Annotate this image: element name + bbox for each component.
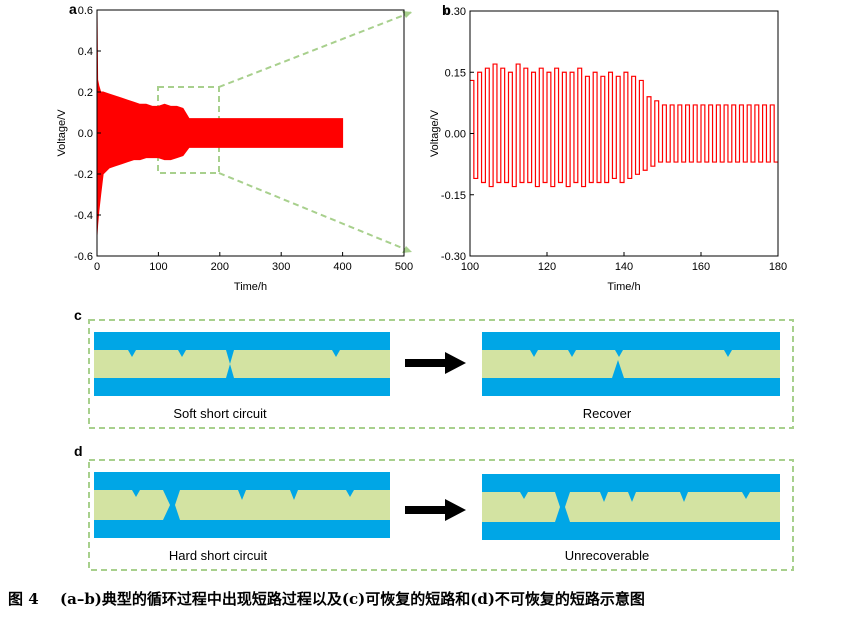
x-tick-label: 160: [692, 261, 710, 273]
y-tick-label: -0.4: [74, 210, 93, 222]
panel-frame: [88, 459, 794, 571]
x-tick-label: 100: [461, 261, 479, 273]
x-tick-label: 0: [94, 261, 100, 273]
x-tick-label: 180: [769, 261, 787, 273]
separator: [175, 490, 390, 520]
zoom-line: [218, 172, 413, 253]
y-axis-label: Voltage/V: [56, 109, 68, 157]
voltage-band: [96, 9, 344, 236]
x-axis-label: Time/h: [234, 281, 267, 293]
hard-short-diagram: [94, 472, 390, 538]
dendrite: [332, 350, 340, 357]
dendrite: [178, 350, 186, 357]
y-tick-label: -0.30: [441, 251, 466, 263]
panel-label: c: [74, 307, 82, 323]
dendrite: [290, 490, 298, 500]
separator: [565, 492, 780, 522]
x-tick-label: 500: [395, 261, 413, 273]
x-tick-label: 200: [211, 261, 229, 273]
diagram-label: Soft short circuit: [173, 406, 267, 421]
x-tick-label: 400: [333, 261, 351, 273]
panel-frame: [88, 319, 794, 429]
separator: [94, 490, 170, 520]
diagram-label: Recover: [583, 406, 632, 421]
panel-label: a: [69, 1, 77, 17]
dendrite: [724, 350, 732, 357]
soft-short-diagram: [94, 332, 390, 396]
diagram-label: Unrecoverable: [565, 548, 650, 563]
y-tick-label: 0.15: [445, 67, 466, 79]
dendrite: [530, 350, 538, 357]
y-tick-label: 0.4: [78, 46, 93, 58]
zoom-line: [218, 11, 413, 88]
y-tick-label: -0.15: [441, 190, 466, 202]
y-tick-label: 0.2: [78, 87, 93, 99]
x-tick-label: 300: [272, 261, 290, 273]
y-tick-label: -0.2: [74, 169, 93, 181]
caption-text: (a–b)典型的循环过程中出现短路过程以及(c)可恢复的短路和(d)不可恢复的短…: [60, 590, 645, 608]
y-tick-label: 0.0: [78, 128, 93, 140]
dendrite: [628, 492, 636, 502]
panel-label: b: [442, 2, 451, 18]
y-tick-label: 0.00: [445, 129, 466, 141]
dendrite: [346, 490, 354, 497]
dendrite: [612, 360, 624, 378]
arrow: [405, 352, 466, 374]
y-tick-label: 0.30: [445, 6, 466, 18]
diagram-label: Hard short circuit: [169, 548, 268, 563]
y-axis-label: Voltage/V: [429, 109, 441, 157]
separator: [482, 350, 780, 378]
dendrite: [600, 492, 608, 502]
unrecoverable-diagram: [482, 474, 780, 540]
caption-number: 图 4: [8, 590, 39, 608]
arrow: [405, 499, 466, 521]
x-axis-label: Time/h: [607, 281, 640, 293]
dendrite: [568, 350, 576, 357]
dendrite: [132, 490, 140, 497]
dendrite: [226, 364, 234, 378]
dendrite: [226, 350, 234, 364]
dendrite: [128, 350, 136, 357]
separator: [94, 350, 390, 378]
x-tick-label: 120: [538, 261, 556, 273]
dendrite: [520, 492, 528, 499]
y-tick-label: -0.6: [74, 251, 93, 263]
panel-label: d: [74, 443, 83, 459]
dendrite: [680, 492, 688, 502]
separator: [482, 492, 560, 522]
x-tick-label: 140: [615, 261, 633, 273]
dendrite: [742, 492, 750, 499]
x-tick-label: 100: [149, 261, 167, 273]
dendrite: [615, 350, 623, 357]
dendrite: [238, 490, 246, 500]
y-tick-label: 0.6: [78, 5, 93, 17]
recover-diagram: [482, 332, 780, 396]
voltage-line: [470, 63, 778, 188]
